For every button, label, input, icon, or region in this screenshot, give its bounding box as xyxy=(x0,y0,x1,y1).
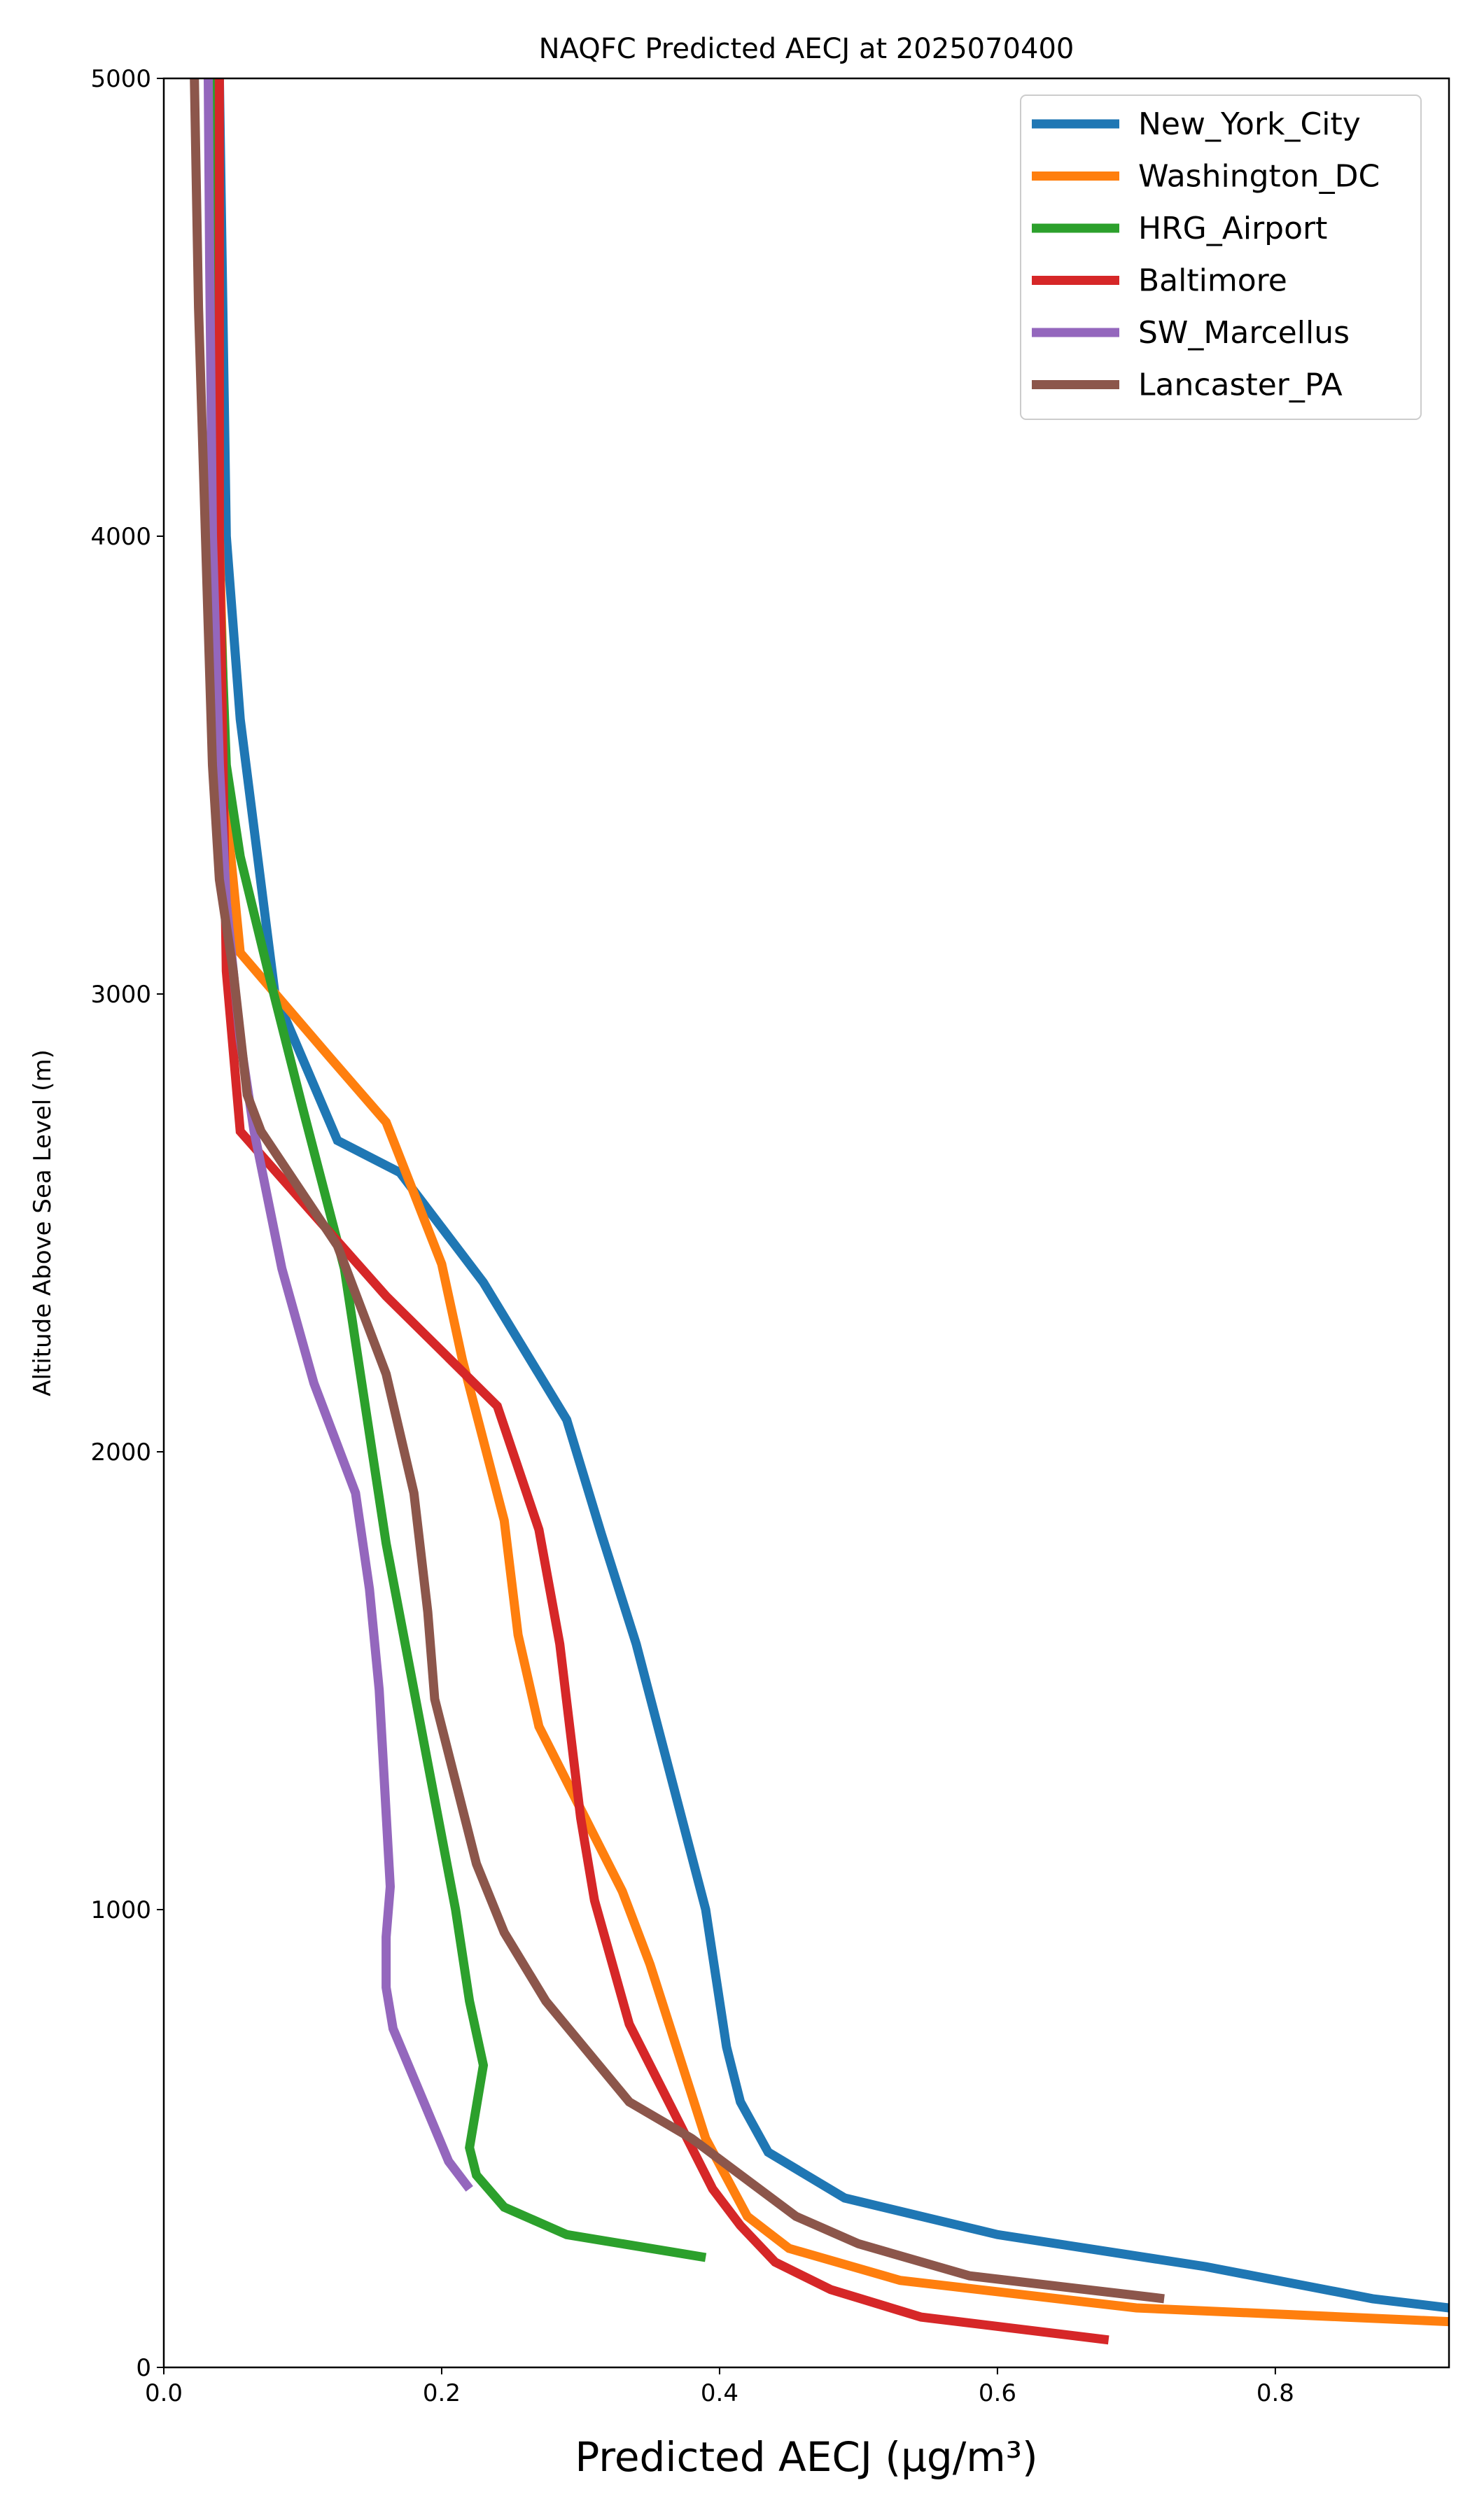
x-tick-label: 0.6 xyxy=(979,2379,1016,2407)
series-line-sw-marcellus xyxy=(204,78,473,2192)
x-axis-title: Predicted AECJ (μg/m³) xyxy=(575,2433,1037,2481)
x-tick-label: 0.2 xyxy=(423,2379,461,2407)
series-layer xyxy=(190,78,1449,2345)
legend-label-hrg-airport: HRG_Airport xyxy=(1138,211,1327,246)
legend-label-baltimore: Baltimore xyxy=(1138,263,1287,299)
series-line-hrg-airport xyxy=(208,78,707,2262)
legend-label-new-york-city: New_York_City xyxy=(1138,106,1361,142)
legend-label-lancaster-pa: Lancaster_PA xyxy=(1138,368,1343,403)
y-tick-label: 2000 xyxy=(90,1438,151,1466)
axes-frame xyxy=(162,77,1450,2369)
plot-area xyxy=(162,77,1450,2369)
x-tick-label: 0.4 xyxy=(701,2379,738,2407)
legend-frame xyxy=(1020,94,1422,420)
legend-label-sw-marcellus: SW_Marcellus xyxy=(1138,315,1350,351)
y-tick-label: 1000 xyxy=(90,1896,151,1924)
y-tick-label: 3000 xyxy=(90,981,151,1009)
y-tick-label: 0 xyxy=(136,2354,151,2382)
series-line-baltimore xyxy=(214,78,1110,2345)
x-tick-label: 0.8 xyxy=(1256,2379,1294,2407)
y-tick-label: 4000 xyxy=(90,523,151,551)
legend: New_York_City Washington_DC HRG_Airport Bal… xyxy=(1020,94,1422,420)
chart-title: NAQFC Predicted AECJ at 2025070400 xyxy=(539,33,1074,65)
x-axis-ticks: 0.0 0.2 0.4 0.6 0.8 xyxy=(145,2367,1294,2407)
series-line-washington-dc xyxy=(208,78,1449,2327)
series-line-lancaster-pa xyxy=(190,78,1165,2304)
y-axis-ticks: 0 1000 2000 3000 4000 5000 xyxy=(90,65,164,2382)
x-tick-label: 0.0 xyxy=(145,2379,183,2407)
legend-items: New_York_City Washington_DC HRG_Airport Bal… xyxy=(1032,106,1380,403)
y-axis-title: Altitude Above Sea Level (m) xyxy=(29,1049,57,1396)
legend-label-washington-dc: Washington_DC xyxy=(1138,159,1380,195)
y-tick-label: 5000 xyxy=(90,65,151,93)
